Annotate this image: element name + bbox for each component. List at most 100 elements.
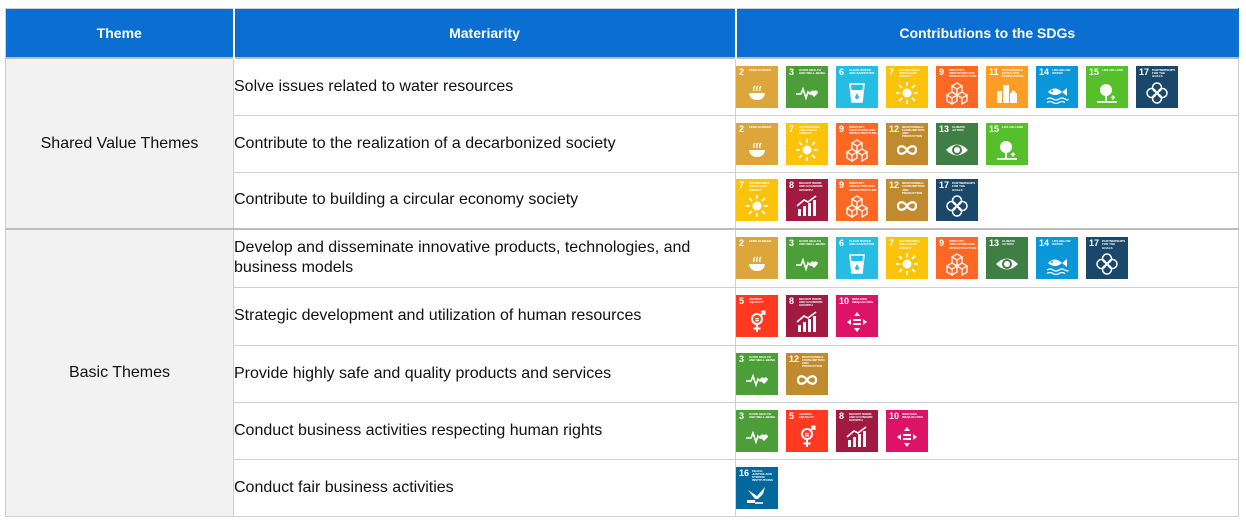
sdg-number: 8	[839, 410, 845, 421]
sdg-title: GOOD HEALTH AND WELL-BEING	[799, 239, 826, 247]
sdg-number: 12	[889, 123, 900, 134]
sdg-title: SUSTAINABLE CITIES AND COMMUNITIES	[1002, 67, 1024, 79]
sdg-title: AFFORDABLE AND CLEAN ENERGY	[899, 239, 920, 250]
sdg-number: 10	[889, 410, 900, 421]
sdg-icon-list: 2 ZERO HUNGER 3 GOOD HEALTH AND WELL-BEING 6…	[736, 65, 1238, 108]
sdg-3-tile: 3 GOOD HEALTH AND WELL-BEING	[786, 65, 828, 108]
materiality-cell: Provide highly safe and quality products…	[233, 344, 736, 403]
sdg-number: 2	[739, 66, 745, 77]
sdg-title: CLIMATE ACTION	[952, 124, 966, 132]
sdg-number: 16	[739, 467, 750, 478]
sdg-number: 6	[839, 238, 845, 249]
sdg-title: ZERO HUNGER	[749, 239, 772, 244]
sdg-title: CLEAN WATER AND SANITATION	[849, 67, 875, 75]
sdg-10-tile: 10 REDUCED INEQUALITIES	[836, 295, 878, 337]
sdg-title: CLIMATE ACTION	[1002, 239, 1016, 247]
sdg-icon-list: 7 AFFORDABLE AND CLEAN ENERGY 8 DECENT WORK…	[736, 179, 1238, 222]
sdg-number: 3	[739, 410, 745, 421]
table-row: Basic Themes Develop and disseminate inn…	[5, 228, 1239, 517]
sdg-number: 5	[789, 410, 795, 421]
sdg-number: 7	[789, 123, 795, 134]
sdg-number: 8	[789, 296, 795, 306]
sdg-7-tile: 7 AFFORDABLE AND CLEAN ENERGY	[736, 179, 778, 222]
table-row: Conduct fair business activities 16 PEACE…	[6, 458, 1239, 517]
sdg-number: 13	[989, 238, 1000, 249]
sdg-12-tile: 12 RESPONSIBLE CONSUMPTION AND PRODUCTION	[886, 122, 928, 165]
materiality-table: Theme Materiarity Contributions to the S…	[5, 8, 1239, 517]
sdg-14-tile: 14 LIFE BELOW WATER	[1036, 65, 1078, 108]
sdg-title: INDUSTRY, INNOVATION AND INFRASTRUCTURE	[949, 239, 977, 250]
materiality-cell: Conduct fair business activities	[233, 458, 736, 517]
theme-cell: Shared Value Themes	[5, 57, 234, 230]
sdg-11-tile: 11 SUSTAINABLE CITIES AND COMMUNITIES	[986, 65, 1028, 108]
sdg-9-tile: 9 INDUSTRY, INNOVATION AND INFRASTRUCTURE	[836, 122, 878, 165]
sdg-title: AFFORDABLE AND CLEAN ENERGY	[799, 124, 820, 135]
sdg-16-tile: 16 PEACE, JUSTICE AND STRONG INSTITUTIONS	[736, 466, 778, 509]
sdg-title: RESPONSIBLE CONSUMPTION AND PRODUCTION	[902, 181, 925, 195]
sdg-title: PARTNERSHIPS FOR THE GOALS	[952, 181, 976, 192]
sdg-3-tile: 3 GOOD HEALTH AND WELL-BEING	[786, 237, 828, 280]
sdg-icon-list: 16 PEACE, JUSTICE AND STRONG INSTITUTIONS	[736, 466, 1238, 509]
sdg-number: 9	[939, 238, 945, 249]
header-theme: Theme	[5, 8, 235, 59]
sdg-8-tile: 8 DECENT WORK AND ECONOMIC GROWTH	[786, 179, 828, 222]
sdg-number: 15	[1089, 66, 1100, 77]
sdg-number: 9	[839, 180, 845, 191]
sdg-title: INDUSTRY, INNOVATION AND INFRASTRUCTURE	[849, 124, 877, 135]
sdg-title: DECENT WORK AND ECONOMIC GROWTH	[799, 181, 823, 192]
sdg-icon-list: 3 GOOD HEALTH AND WELL-BEING 5 GENDER EQUAL…	[736, 409, 1238, 452]
sdg-title: LIFE ON LAND	[1002, 124, 1023, 129]
sdg-title: GOOD HEALTH AND WELL-BEING	[799, 67, 826, 75]
sdg-15-tile: 15 LIFE ON LAND	[1086, 65, 1128, 108]
table-row: Shared Value Themes Solve issues related…	[5, 57, 1239, 230]
sdg-number: 7	[739, 180, 745, 191]
sdg-9-tile: 9 INDUSTRY, INNOVATION AND INFRASTRUCTURE	[936, 65, 978, 108]
sdg-title: INDUSTRY, INNOVATION AND INFRASTRUCTURE	[849, 181, 877, 192]
sdg-cell: 16 PEACE, JUSTICE AND STRONG INSTITUTIONS	[735, 458, 1239, 517]
sdg-number: 15	[989, 123, 1000, 134]
sdg-number: 17	[1139, 66, 1150, 77]
sdg-title: AFFORDABLE AND CLEAN ENERGY	[749, 181, 770, 192]
sdg-number: 17	[939, 180, 950, 191]
sdg-icon-list: 2 ZERO HUNGER 7 AFFORDABLE AND CLEAN ENERGY…	[736, 122, 1238, 165]
sdg-number: 2	[739, 238, 745, 249]
sdg-number: 14	[1039, 238, 1050, 249]
materiality-cell: Conduct business activities respecting h…	[233, 401, 736, 460]
header-materiality: Materiarity	[233, 8, 737, 59]
table-body: Shared Value Themes Solve issues related…	[5, 57, 1239, 517]
sdg-number: 10	[839, 296, 850, 306]
sdg-title: AFFORDABLE AND CLEAN ENERGY	[899, 67, 920, 79]
sdg-cell: 7 AFFORDABLE AND CLEAN ENERGY 8 DECENT WORK…	[735, 171, 1239, 230]
table-row: Contribute to the realization of a decar…	[6, 114, 1239, 173]
table-row: Contribute to building a circular econom…	[6, 171, 1239, 230]
sdg-number: 7	[889, 238, 895, 249]
header-row: Theme Materiarity Contributions to the S…	[5, 8, 1239, 59]
sdg-8-tile: 8 DECENT WORK AND ECONOMIC GROWTH	[836, 409, 878, 452]
sdg-2-tile: 2 ZERO HUNGER	[736, 122, 778, 165]
sdg-17-tile: 17 PARTNERSHIPS FOR THE GOALS	[936, 179, 978, 222]
sdg-7-tile: 7 AFFORDABLE AND CLEAN ENERGY	[886, 65, 928, 108]
sdg-10-tile: 10 REDUCED INEQUALITIES	[886, 409, 928, 452]
sdg-number: 11	[989, 66, 999, 77]
sdg-title: INDUSTRY, INNOVATION AND INFRASTRUCTURE	[949, 67, 977, 79]
sdg-number: 17	[1089, 238, 1100, 249]
sdg-12-tile: 12 RESPONSIBLE CONSUMPTION AND PRODUCTION	[886, 179, 928, 222]
sdg-title: REDUCED INEQUALITIES	[852, 297, 874, 305]
sdg-title: LIFE BELOW WATER	[1052, 239, 1071, 247]
sdg-title: PEACE, JUSTICE AND STRONG INSTITUTIONS	[752, 468, 773, 483]
sdg-cell: 3 GOOD HEALTH AND WELL-BEING 5 GENDER EQUAL…	[735, 401, 1239, 460]
sdg-17-tile: 17 PARTNERSHIPS FOR THE GOALS	[1086, 237, 1128, 280]
materiality-cell: Develop and disseminate innovative produ…	[233, 228, 736, 288]
sdg-number: 8	[789, 180, 795, 191]
sdg-number: 3	[789, 238, 795, 249]
sdg-number: 5	[739, 296, 745, 306]
sdg-5-tile: 5 GENDER EQUALITY	[786, 409, 828, 452]
sdg-6-tile: 6 CLEAN WATER AND SANITATION	[836, 237, 878, 280]
header-contributions: Contributions to the SDGs	[735, 8, 1239, 59]
sdg-9-tile: 9 INDUSTRY, INNOVATION AND INFRASTRUCTURE	[936, 237, 978, 280]
sdg-number: 9	[839, 123, 845, 134]
sdg-cell: 2 ZERO HUNGER 3 GOOD HEALTH AND WELL-BEING 6…	[735, 57, 1239, 116]
sdg-3-tile: 3 GOOD HEALTH AND WELL-BEING	[736, 409, 778, 452]
sdg-cell: 3 GOOD HEALTH AND WELL-BEING 12 RESPONSIBLE…	[735, 344, 1239, 403]
